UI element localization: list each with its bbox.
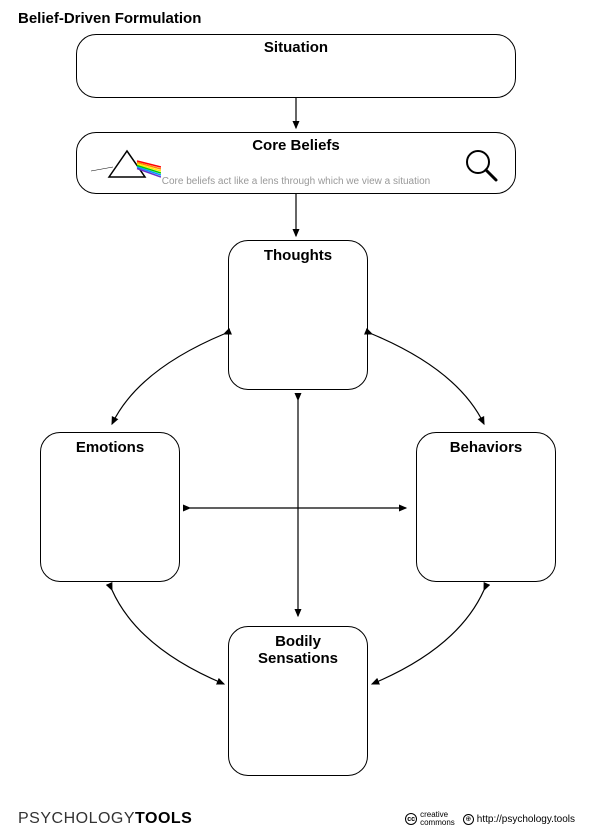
prism-icon [91, 147, 161, 185]
emotions-box: Emotions [40, 432, 180, 582]
brand-logo: PSYCHOLOGYTOOLS [18, 810, 192, 828]
page-title: Belief-Driven Formulation [18, 10, 201, 27]
cc-icon: cc creative commons [405, 811, 455, 827]
magnifier-icon [463, 147, 499, 183]
bodily-box: Bodily Sensations [228, 626, 368, 776]
footer-right: cc creative commons ⊕ http://psychology.… [405, 811, 575, 827]
core-beliefs-box: Core Beliefs Core beliefs act like a len… [76, 132, 516, 194]
emotions-label: Emotions [41, 439, 179, 456]
thoughts-label: Thoughts [229, 247, 367, 264]
bodily-label: Bodily Sensations [229, 633, 367, 667]
globe-icon: ⊕ [463, 814, 474, 825]
situation-box: Situation [76, 34, 516, 98]
behaviors-label: Behaviors [417, 439, 555, 456]
thoughts-box: Thoughts [228, 240, 368, 390]
brand-left: PSYCHOLOGY [18, 810, 135, 827]
situation-label: Situation [77, 39, 515, 56]
brand-right: LS [171, 810, 192, 827]
footer-url: ⊕ http://psychology.tools [463, 814, 575, 825]
footer: PSYCHOLOGYTOOLS cc creative commons ⊕ ht… [18, 810, 575, 828]
behaviors-box: Behaviors [416, 432, 556, 582]
